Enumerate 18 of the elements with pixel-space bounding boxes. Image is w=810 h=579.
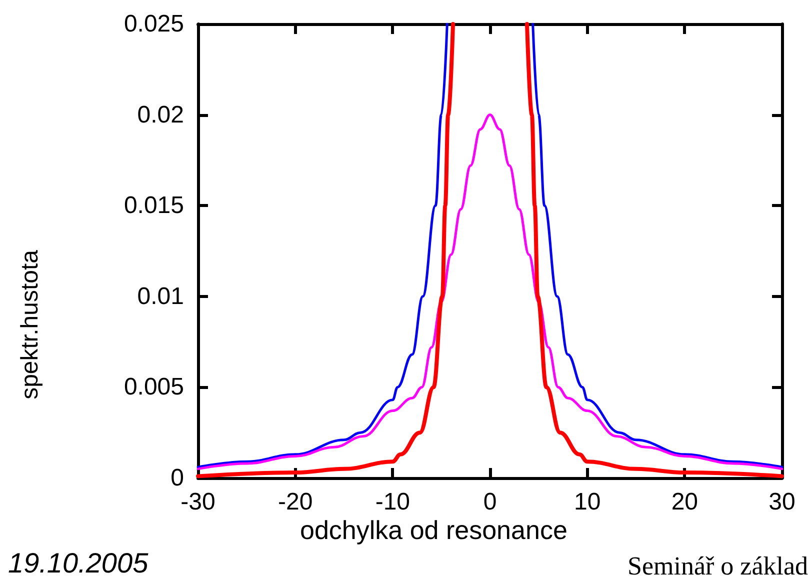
x-axis-title: odchylka od resonance (300, 515, 568, 545)
text: 19.10.2005 (8, 548, 149, 578)
line-series (196, 114, 784, 470)
x-tick-label: 20 (671, 488, 698, 516)
text: Seminář o základ (628, 552, 808, 579)
y-tick-label: 0.015 (124, 192, 184, 220)
x-tick-label: -30 (180, 488, 216, 516)
x-tick-label: 30 (768, 488, 796, 516)
y-tick-label: 0.01 (137, 282, 184, 310)
y-axis-title: spektr.hustota (16, 249, 44, 400)
y-tick-label: 0.025 (124, 10, 184, 38)
y-tick-label: 0 (170, 464, 184, 492)
x-tick-label: 10 (574, 488, 601, 516)
y-tick-label: 0.005 (124, 374, 184, 401)
x-tick-label: -20 (278, 488, 313, 516)
x-tick-label: 0 (483, 488, 497, 516)
x-tick-label: -10 (375, 488, 410, 516)
y-tick-label: 0.02 (137, 101, 184, 128)
